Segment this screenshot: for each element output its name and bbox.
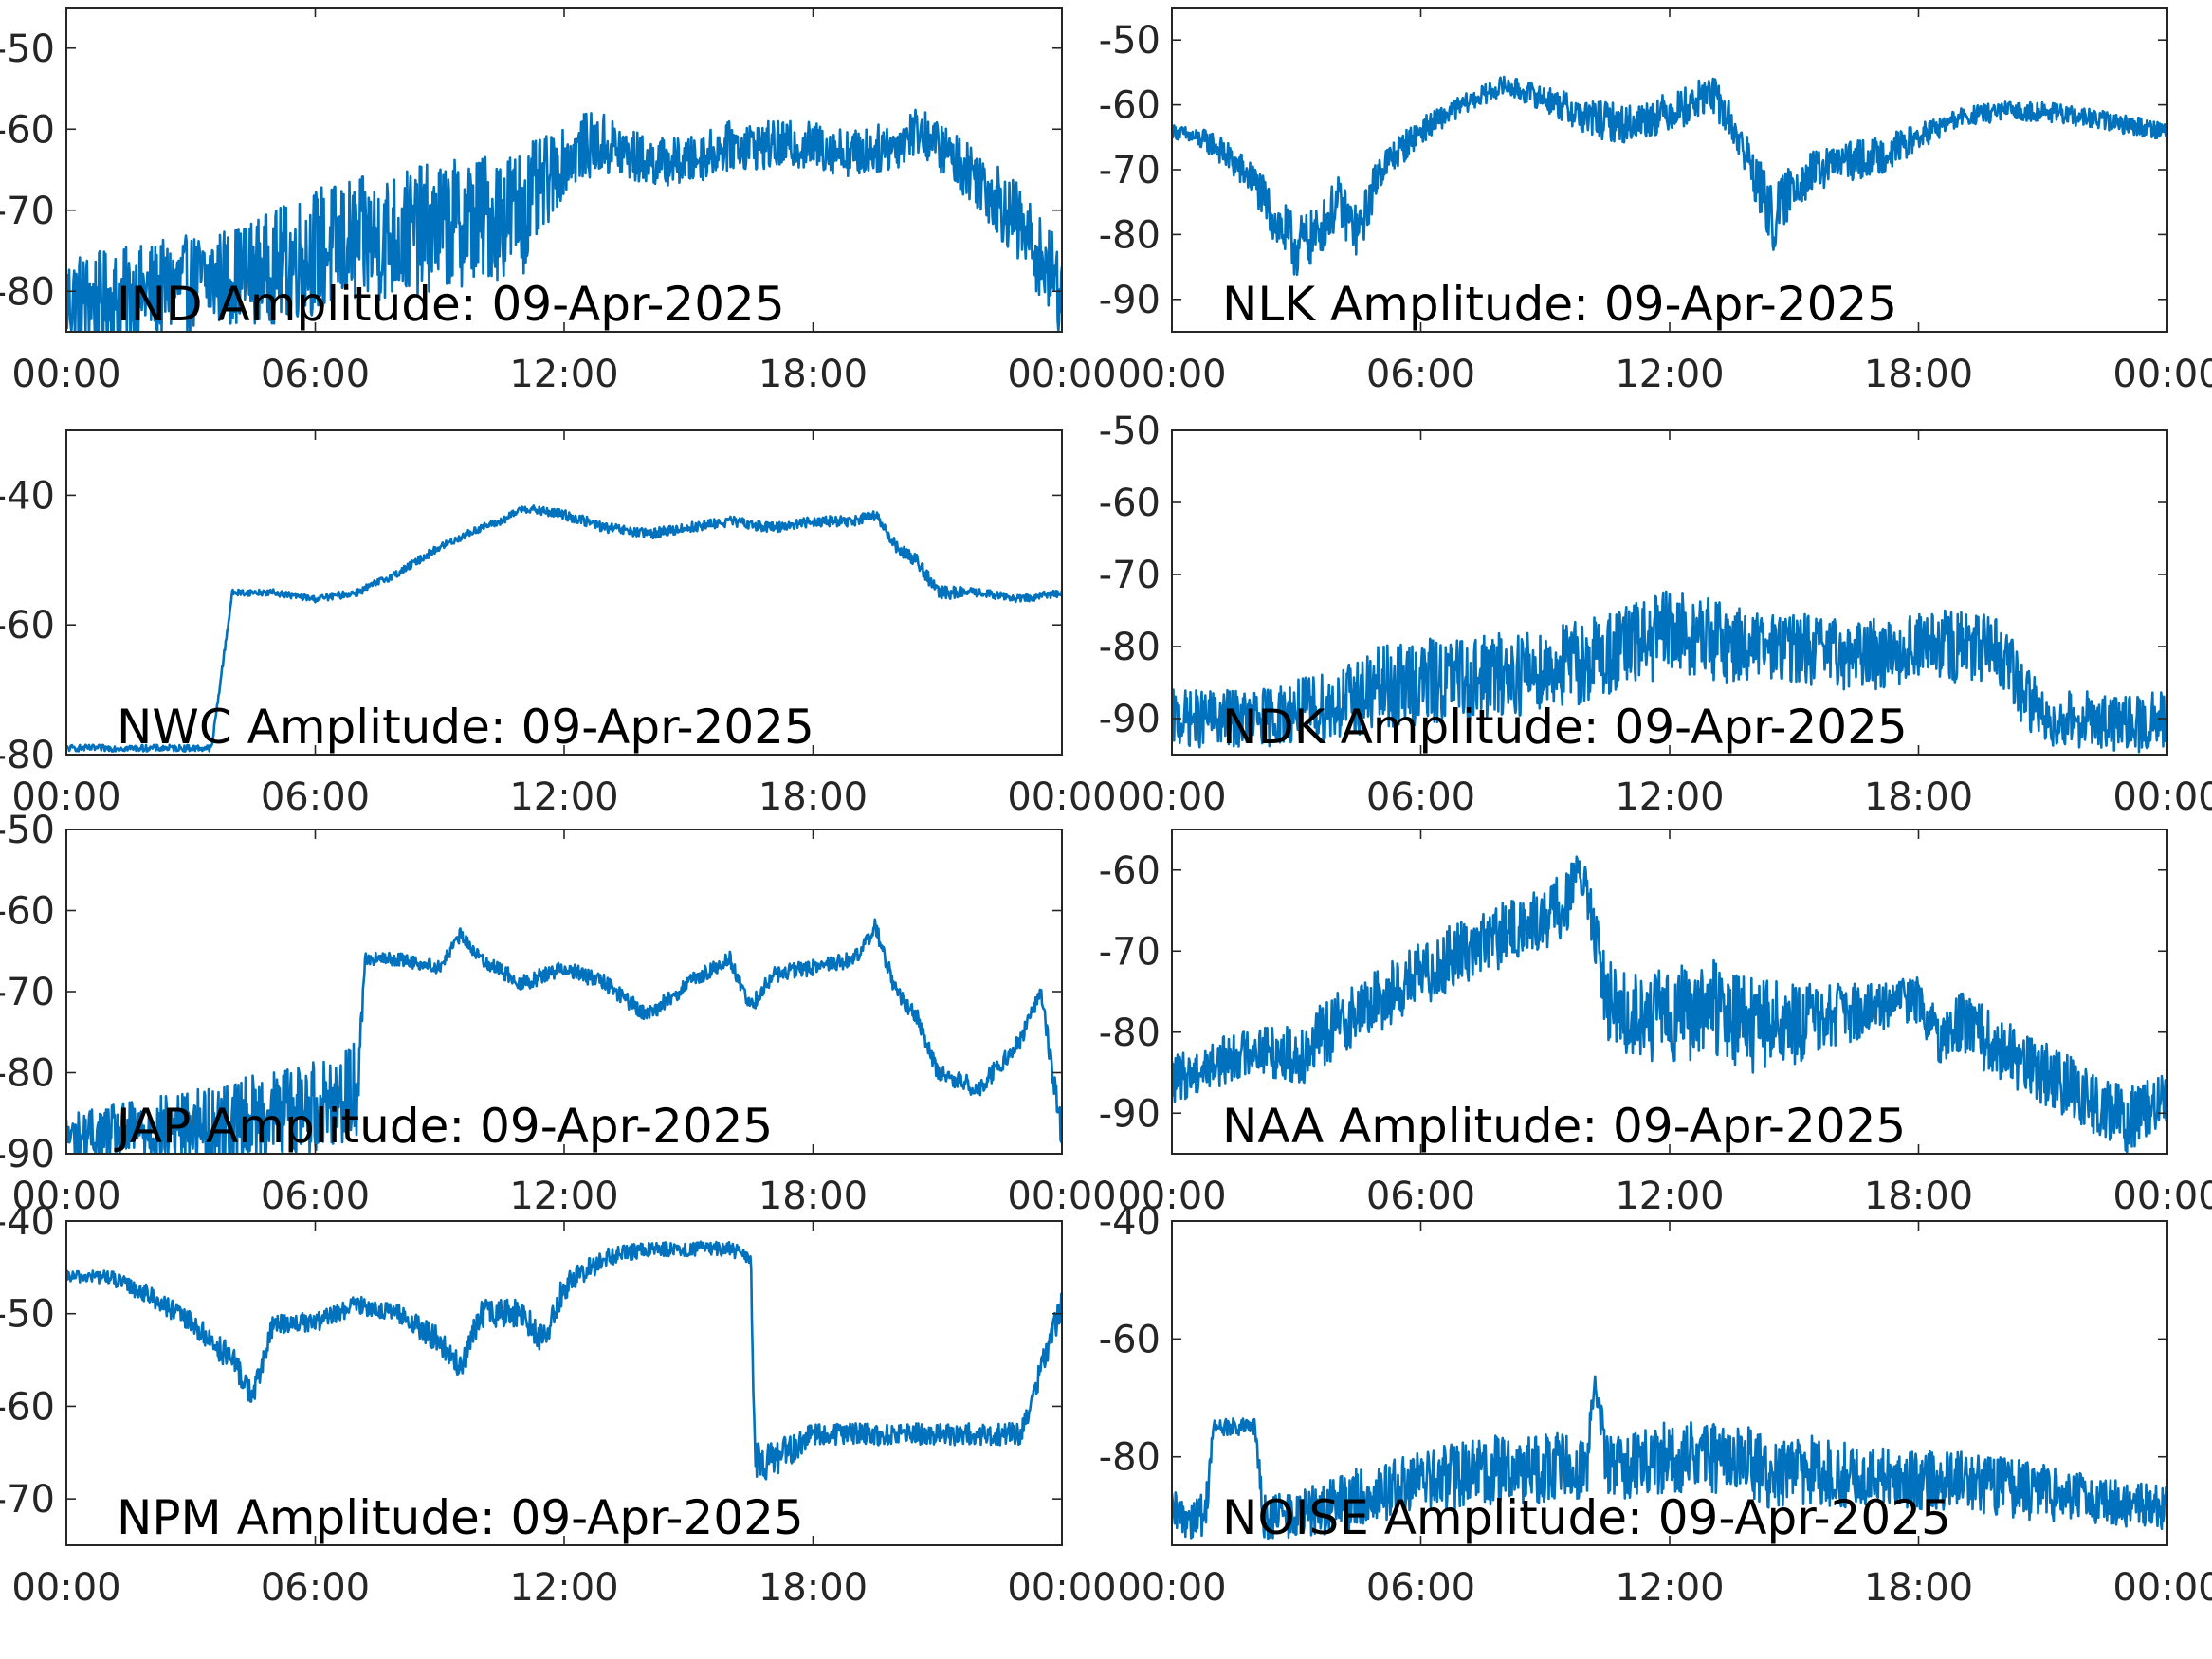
amplitude-trace <box>1172 75 2167 276</box>
x-tick-label: 00:00 <box>1007 775 1116 819</box>
y-tick-label: -90 <box>1099 279 1161 322</box>
x-tick-label: 18:00 <box>1864 1566 1973 1610</box>
y-tick-label: -50 <box>0 809 55 852</box>
x-tick-label: 12:00 <box>509 1175 618 1218</box>
x-tick-label: 12:00 <box>1615 1175 1724 1218</box>
y-tick-label: -60 <box>1099 84 1161 128</box>
y-tick-label: -80 <box>1099 1012 1161 1055</box>
panel-title: NAA Amplitude: 09-Apr-2025 <box>1222 1099 1906 1154</box>
x-tick-label: 06:00 <box>261 775 370 819</box>
y-tick-label: -80 <box>1099 1436 1161 1480</box>
x-tick-label: 18:00 <box>759 775 868 819</box>
amplitude-trace <box>66 918 1062 1154</box>
amplitude-trace <box>66 108 1062 332</box>
x-tick-label: 00:00 <box>1117 1566 1226 1610</box>
y-tick-label: -50 <box>0 1293 55 1337</box>
x-tick-label: 18:00 <box>1864 775 1973 819</box>
panel-7: 00:00 06:00 12:00 18:00 00:00 -40 -50 -60 -70 NPM… <box>0 1200 1117 1610</box>
x-tick-label: 12:00 <box>509 1566 618 1610</box>
x-tick-label: 00:00 <box>1007 353 1116 396</box>
panel-8: 00:00 06:00 12:00 18:00 00:00 -40 -60 -80 NOISE … <box>1099 1200 2212 1610</box>
y-tick-label: -70 <box>1099 149 1161 192</box>
y-tick-label: -40 <box>0 474 55 518</box>
y-tick-label: -60 <box>0 604 55 647</box>
y-tick-label: -50 <box>0 27 55 71</box>
x-tick-label: 12:00 <box>1615 353 1724 396</box>
y-tick-label: -40 <box>0 1200 55 1244</box>
y-tick-label: -60 <box>0 890 55 934</box>
x-tick-label: 06:00 <box>261 1175 370 1218</box>
x-tick-label: 00:00 <box>2112 353 2212 396</box>
x-tick-label: 12:00 <box>509 353 618 396</box>
y-tick-label: -60 <box>0 108 55 152</box>
panel-title: NWC Amplitude: 09-Apr-2025 <box>117 700 814 755</box>
y-tick-label: -70 <box>0 190 55 233</box>
panel-title: NPM Amplitude: 09-Apr-2025 <box>117 1490 804 1545</box>
y-tick-label: -60 <box>1099 482 1161 525</box>
panel-4: 00:00 06:00 12:00 18:00 00:00 -50 -60 -70 -80 -90… <box>1099 410 2212 819</box>
y-tick-label: -70 <box>1099 554 1161 597</box>
x-tick-label: 06:00 <box>1366 775 1475 819</box>
amplitude-trace <box>1172 590 2167 754</box>
y-tick-label: -90 <box>1099 698 1161 741</box>
amplitude-trace <box>66 504 1062 753</box>
y-tick-label: -50 <box>1099 19 1161 63</box>
x-tick-label: 00:00 <box>1117 775 1226 819</box>
y-tick-label: -70 <box>1099 930 1161 974</box>
x-tick-label: 18:00 <box>759 1175 868 1218</box>
x-tick-label: 00:00 <box>11 775 120 819</box>
y-tick-label: -90 <box>0 1133 55 1176</box>
x-tick-label: 18:00 <box>759 353 868 396</box>
y-tick-label: -70 <box>0 971 55 1014</box>
y-tick-label: -60 <box>1099 849 1161 893</box>
x-tick-label: 18:00 <box>759 1566 868 1610</box>
y-tick-label: -80 <box>0 1052 55 1096</box>
x-tick-label: 00:00 <box>11 1566 120 1610</box>
x-tick-label: 12:00 <box>1615 1566 1724 1610</box>
x-tick-label: 00:00 <box>1007 1175 1116 1218</box>
y-tick-label: -60 <box>0 1385 55 1429</box>
x-tick-label: 12:00 <box>509 775 618 819</box>
x-tick-label: 18:00 <box>1864 1175 1973 1218</box>
panel-5: 00:00 06:00 12:00 18:00 00:00 -50 -60 -70 -80 -90… <box>0 809 1117 1218</box>
x-tick-label: 00:00 <box>11 353 120 396</box>
y-tick-label: -90 <box>1099 1092 1161 1136</box>
y-tick-label: -60 <box>1099 1318 1161 1361</box>
y-tick-label: -40 <box>1099 1200 1161 1244</box>
x-tick-label: 00:00 <box>2112 1566 2212 1610</box>
x-tick-label: 00:00 <box>1117 353 1226 396</box>
panel-title: NOISE Amplitude: 09-Apr-2025 <box>1222 1490 1951 1545</box>
x-tick-label: 00:00 <box>2112 1175 2212 1218</box>
panel-1: 00:00 06:00 12:00 18:00 00:00 -50 -60 -70 -80 IND… <box>0 7 1117 396</box>
panel-title: JAP Amplitude: 09-Apr-2025 <box>114 1099 773 1154</box>
x-tick-label: 06:00 <box>1366 353 1475 396</box>
panel-title: NDK Amplitude: 09-Apr-2025 <box>1222 700 1908 755</box>
panel-2: 00:00 06:00 12:00 18:00 00:00 -50 -60 -70 -80 -90… <box>1099 7 2212 396</box>
y-tick-label: -50 <box>1099 410 1161 453</box>
panel-title: IND Amplitude: 09-Apr-2025 <box>117 277 785 332</box>
y-tick-label: -80 <box>1099 213 1161 257</box>
y-tick-label: -70 <box>0 1478 55 1522</box>
panel-6: 00:00 06:00 12:00 18:00 00:00 -60 -70 -80 -90 NAA… <box>1099 829 2212 1218</box>
x-tick-label: 06:00 <box>1366 1566 1475 1610</box>
y-tick-label: -80 <box>0 270 55 314</box>
y-tick-label: -80 <box>0 734 55 777</box>
amplitude-trace <box>66 1240 1062 1481</box>
panel-title: NLK Amplitude: 09-Apr-2025 <box>1222 277 1897 332</box>
y-tick-label: -80 <box>1099 626 1161 669</box>
x-tick-label: 06:00 <box>1366 1175 1475 1218</box>
amplitude-trace <box>1172 1375 2167 1540</box>
x-tick-label: 06:00 <box>261 353 370 396</box>
x-tick-label: 18:00 <box>1864 353 1973 396</box>
amplitude-trace <box>1172 855 2167 1154</box>
x-tick-label: 00:00 <box>1007 1566 1116 1610</box>
x-tick-label: 00:00 <box>11 1175 120 1218</box>
x-tick-label: 00:00 <box>2112 775 2212 819</box>
x-tick-label: 00:00 <box>1117 1175 1226 1218</box>
x-tick-label: 12:00 <box>1615 775 1724 819</box>
x-tick-label: 06:00 <box>261 1566 370 1610</box>
panel-3: 00:00 06:00 12:00 18:00 00:00 -40 -60 -80 NWC Am… <box>0 429 1117 819</box>
